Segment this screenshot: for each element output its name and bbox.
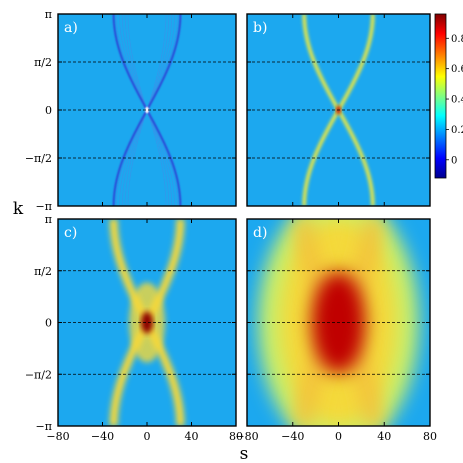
central-peak (141, 311, 153, 334)
panel-a: a) π π/2 0 −π/2 −π (25, 8, 237, 213)
y-axis-label: k (13, 199, 24, 219)
x-tick-label: 40 (185, 430, 199, 443)
y-tick-label: −π/2 (25, 152, 52, 165)
x-tick-label: 0 (335, 430, 342, 443)
panel-label: d) (253, 225, 267, 241)
x-tick-label: −80 (46, 430, 69, 443)
central-peak (145, 106, 149, 114)
x-tick-label: −80 (235, 430, 258, 443)
x-tick-label: 0 (144, 430, 151, 443)
y-tick-label: π/2 (34, 265, 52, 278)
panel-c: c) π π/2 0 −π/2 −π−80 −40 0 40 80 (25, 213, 243, 443)
y-tick-label: −π (36, 200, 52, 213)
panel-label: c) (64, 225, 77, 241)
y-tick-label: π/2 (34, 56, 52, 69)
colorbar: 0.8 0.6 0.4 0.2 0 (434, 13, 463, 179)
y-tick-label: π (45, 8, 52, 21)
colorbar-tick-label: 0.2 (451, 125, 463, 136)
panel-label: b) (253, 20, 267, 36)
y-tick-label: −π/2 (25, 368, 52, 381)
x-tick-label: 80 (229, 430, 243, 443)
y-tick-label: π (45, 213, 52, 226)
colorbar-tick-label: 0.4 (451, 95, 463, 106)
y-tick-label: 0 (45, 317, 52, 330)
x-tick-label: −40 (281, 430, 304, 443)
colorbar-gradient (434, 13, 447, 179)
colorbar-tick-label: 0.6 (451, 64, 463, 75)
x-tick-label: −40 (91, 430, 114, 443)
panel-d: d) −80 −40 0 40 80 (235, 218, 437, 443)
colorbar-tick-label: 0 (451, 155, 457, 166)
x-tick-label: 80 (423, 430, 437, 443)
colorbar-tick-label: 0.8 (451, 34, 463, 45)
x-tick-label: 40 (377, 430, 391, 443)
y-tick-label: −π (36, 420, 52, 433)
x-axis-label: s (240, 444, 249, 463)
panel-b: b) (246, 13, 431, 207)
panel-label: a) (64, 20, 78, 36)
y-tick-label: 0 (45, 104, 52, 117)
